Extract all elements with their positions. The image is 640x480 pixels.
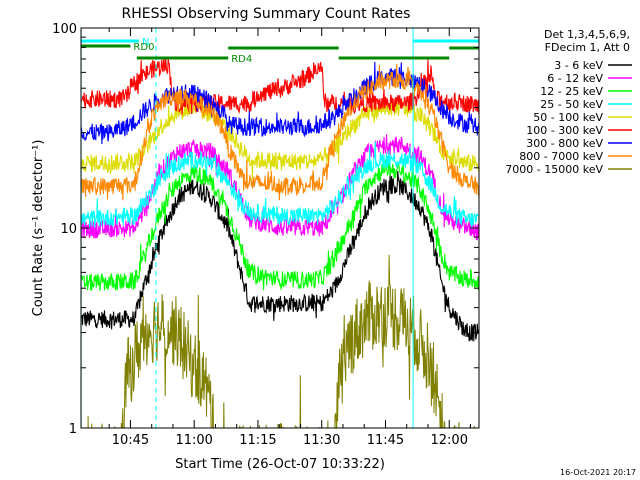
x-tick-label-11:45: 11:45: [367, 433, 404, 448]
x-tick-label-11:30: 11:30: [303, 433, 340, 448]
series-layer: [81, 57, 479, 428]
x-tick-label-10:45: 10:45: [112, 433, 149, 448]
legend-label-800-7000-kev: 800 - 7000 keV: [519, 150, 603, 163]
x-axis-label: Start Time (26-Oct-07 10:33:22): [175, 457, 385, 472]
legend-label-300-800-kev: 300 - 800 keV: [526, 137, 603, 150]
series-line-800-7000-kev: [81, 63, 479, 201]
legend-label-6-12-kev: 6 - 12 keV: [547, 72, 603, 85]
y-tick-label-10: 10: [60, 222, 77, 237]
series-6-12-kev: [81, 134, 479, 241]
legend-label-100-300-kev: 100 - 300 keV: [526, 124, 603, 137]
series-line-25-50-kev: [81, 141, 479, 228]
annotation-label-rd4: RD4: [231, 54, 252, 65]
legend-label-25-50-kev: 25 - 50 keV: [540, 98, 603, 111]
legend-header-line-0: Det 1,3,4,5,6,9,: [544, 28, 630, 41]
series-3-6-kev: [81, 170, 479, 342]
generated-timestamp: 16-Oct-2021 20:17: [560, 468, 636, 477]
x-axis: 10:45 11:00 11:15 11:30 11:45 12:00: [108, 28, 471, 448]
x-tick-label-11:15: 11:15: [239, 433, 276, 448]
legend-label-50-100-kev: 50 - 100 keV: [533, 111, 603, 124]
annotation-label-n: N: [142, 37, 149, 48]
x-tick-label-12:00: 12:00: [431, 433, 468, 448]
y-tick-label-100: 100: [52, 22, 77, 37]
x-tick-label-11:00: 11:00: [175, 433, 212, 448]
series-7000-15000-kev: [87, 254, 476, 428]
y-tick-label-1: 1: [69, 422, 77, 437]
series-800-7000-kev: [81, 63, 479, 201]
legend-label-7000-15000-kev: 7000 - 15000 keV: [505, 163, 603, 176]
series-line-3-6-kev: [81, 170, 479, 342]
series-25-50-kev: [81, 141, 479, 228]
legend-header-line-1: FDecim 1, Att 0: [545, 41, 630, 54]
series-12-25-kev: [81, 159, 479, 291]
y-axis: 1 10 100: [52, 22, 479, 437]
legend: Det 1,3,4,5,6,9,FDecim 1, Att 0 3 - 6 keV…: [505, 28, 632, 176]
y-axis-label: Count Rate (s⁻¹ detector⁻¹): [31, 140, 46, 317]
series-line-12-25-kev: [81, 159, 479, 291]
legend-label-3-6-kev: 3 - 6 keV: [554, 59, 603, 72]
series-line-6-12-kev: [81, 134, 479, 241]
chart-title: RHESSI Observing Summary Count Rates: [122, 6, 411, 22]
annotation-label-rd0: RD0: [133, 42, 154, 53]
series-line-7000-15000-kev: [87, 254, 476, 428]
legend-label-12-25-kev: 12 - 25 keV: [540, 85, 603, 98]
